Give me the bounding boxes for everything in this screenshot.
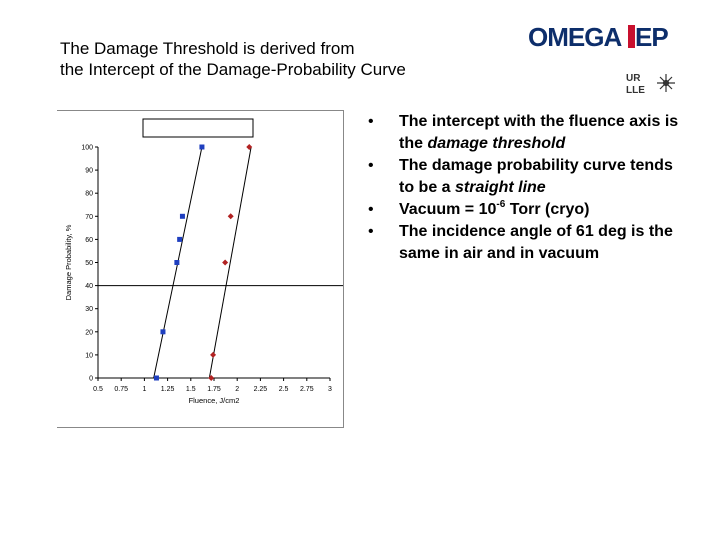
x-tick-label: 2.25 <box>254 386 268 393</box>
y-tick-label: 10 <box>85 352 93 359</box>
y-tick-label: 40 <box>85 283 93 290</box>
bullet-dot: • <box>368 113 374 130</box>
data-point-series-2 <box>227 213 234 220</box>
slide-title: The Damage Threshold is derived from the… <box>60 38 520 80</box>
y-tick-label: 90 <box>85 168 93 175</box>
x-tick-label: 1.75 <box>207 386 221 393</box>
data-point-series-1 <box>177 236 183 242</box>
bullet-item-4: • The incidence angle of 61 deg is the sa… <box>368 223 673 262</box>
x-tick-label: 1 <box>142 386 146 393</box>
data-point-series-1 <box>153 375 159 381</box>
omega-ep-logo-graphic: OMEGA EP <box>528 22 668 52</box>
bullet-item-3: • Vacuum = 10-6 Torr (cryo) <box>368 199 688 221</box>
data-point-series-1 <box>179 213 185 219</box>
x-tick-label: 0.5 <box>93 386 103 393</box>
laser-burst-icon <box>657 74 675 92</box>
x-tick-label: 2 <box>235 386 239 393</box>
ur-logo-text: UR <box>626 73 641 84</box>
bullet-item-2: • The damage probability curve tends to b… <box>368 157 673 196</box>
data-point-series-2 <box>210 351 217 358</box>
bullet-list: • The intercept with the fluence axis is … <box>368 111 688 265</box>
bullet-dot: • <box>368 223 374 240</box>
slide-title-line-2: the Intercept of the Damage-Probability … <box>60 60 406 79</box>
y-tick-label: 100 <box>81 145 93 152</box>
logo-ep-text: EP <box>635 22 668 52</box>
chart-canvas: 0 10 20 30 40 50 60 70 80 90 100 0.5 0.75 1 1.25 1.5 1.7… <box>64 118 343 405</box>
x-tick-label: 2.75 <box>300 386 314 393</box>
y-tick-label: 30 <box>85 306 93 313</box>
chart-title-box <box>142 118 254 138</box>
data-point-series-1 <box>160 329 166 335</box>
y-tick-label: 20 <box>85 329 93 336</box>
x-tick-label: 0.75 <box>114 386 128 393</box>
y-tick-label: 0 <box>89 376 93 383</box>
data-point-series-1 <box>174 260 180 265</box>
data-point-series-2 <box>246 144 253 150</box>
y-tick-label: 60 <box>85 237 93 244</box>
ur-lle-logo-graphic: UR LLE <box>626 73 675 96</box>
omega-ep-logo: OMEGA EP <box>528 22 668 52</box>
lle-logo-text: LLE <box>626 85 645 96</box>
bullet-dot: • <box>368 157 374 174</box>
slide-title-line-1: The Damage Threshold is derived from <box>60 39 355 58</box>
y-tick-label: 80 <box>85 191 93 198</box>
x-tick-label: 2.5 <box>279 386 289 393</box>
logo-omega-text: OMEGA <box>528 22 622 52</box>
x-tick-label: 1.25 <box>161 386 175 393</box>
logo-accent-bar <box>628 25 635 48</box>
data-point-series-2 <box>208 375 215 381</box>
bullet-dot: • <box>368 201 374 218</box>
x-tick-label: 1.5 <box>186 386 196 393</box>
y-tick-label: 50 <box>85 260 93 267</box>
y-tick-label: 70 <box>85 214 93 221</box>
fit-line-series-2 <box>208 146 252 379</box>
x-tick-label: 3 <box>328 386 332 393</box>
x-axis-label: Fluence, J/cm2 <box>189 396 240 405</box>
damage-probability-chart: 0 10 20 30 40 50 60 70 80 90 100 0.5 0.75 1 1.25 1.5 1.7… <box>57 110 344 428</box>
data-point-series-2 <box>222 259 229 266</box>
ur-lle-logo: UR LLE <box>624 70 684 96</box>
bullet-item-1: • The intercept with the fluence axis is … <box>368 113 679 152</box>
y-axis-label: Damage Probability, % <box>64 224 73 300</box>
data-point-series-1 <box>199 144 205 150</box>
